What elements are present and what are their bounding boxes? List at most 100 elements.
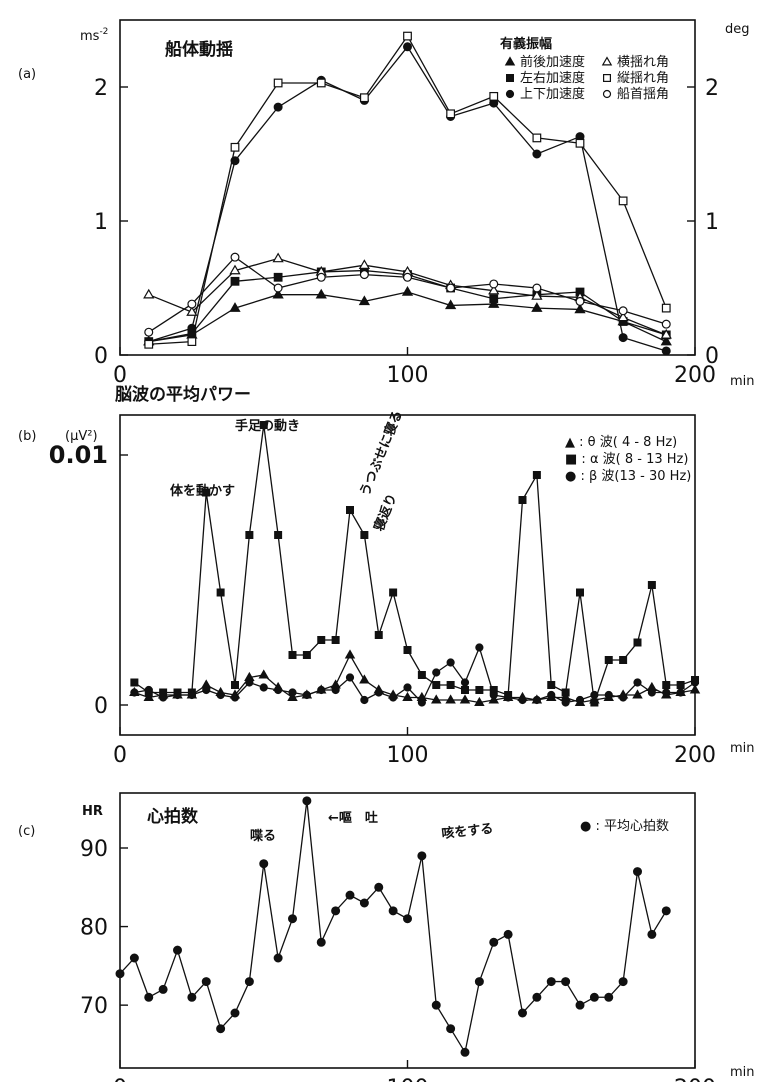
panel-b-ticks: 0 100 200 0 0.01 [49, 441, 716, 768]
data-point [676, 680, 685, 689]
data-point [345, 890, 355, 900]
data-point [461, 685, 470, 694]
annotation-coughing: 咳をする [441, 821, 494, 842]
x-tick-label: 200 [674, 743, 716, 768]
data-point [302, 796, 312, 806]
x-tick-label: 200 [674, 363, 716, 388]
data-point [475, 643, 484, 652]
data-point [489, 279, 499, 289]
legend-a-r1c2: 横揺れ角 [617, 55, 669, 70]
legend-b-r3: ● : β 波(13 - 30 Hz) [565, 469, 691, 484]
y-tick-label: 70 [80, 994, 108, 1019]
legend-b-r2: ■ : α 波( 8 - 13 Hz) [565, 452, 688, 467]
data-point [230, 276, 240, 286]
data-point [459, 694, 471, 704]
data-point [532, 133, 542, 143]
data-point [518, 496, 527, 505]
data-point [417, 851, 427, 861]
panel-a-label: (a) [18, 67, 36, 82]
data-point [632, 689, 643, 699]
data-point [445, 694, 456, 704]
data-point [575, 138, 585, 148]
data-point [273, 272, 283, 282]
data-point [460, 678, 470, 687]
panel-c-label: (c) [18, 824, 35, 839]
data-point [488, 284, 500, 295]
data-point [230, 142, 240, 152]
data-point [143, 288, 155, 299]
data-point [518, 695, 527, 705]
data-point [488, 694, 499, 704]
data-point [575, 296, 585, 306]
legend-marker [506, 73, 515, 82]
legend-a-r1c1: 前後加速度 [520, 54, 585, 70]
legend-marker [505, 89, 515, 99]
data-point [531, 290, 543, 300]
data-point [432, 668, 441, 677]
x-tick-label: 0 [113, 743, 127, 768]
series-line [134, 653, 696, 704]
data-point [561, 688, 570, 697]
data-point [676, 688, 685, 697]
panel-a-legend: 有義振幅 前後加速度 横揺れ角 左右加速度 縦揺れ角 上下加速度 船首揺角 [500, 36, 669, 102]
annotation-vomiting: ←嘔 吐 [328, 810, 378, 826]
annotation-talking: 喋る [250, 828, 276, 844]
data-point [245, 678, 254, 687]
panel-c-xlabel: min [730, 1065, 755, 1080]
legend-a-r3c2: 船首揺角 [617, 87, 669, 102]
data-point [274, 685, 283, 695]
series-line [134, 645, 696, 704]
data-point [129, 953, 139, 963]
data-point [187, 299, 197, 309]
data-point [287, 691, 298, 701]
y-tick-label: 0.01 [49, 441, 108, 469]
data-point [401, 286, 414, 296]
data-point [403, 272, 413, 282]
data-point [259, 421, 268, 430]
data-point [302, 650, 311, 659]
x-tick-label: 100 [387, 363, 429, 388]
annotation-body-movement: 体を動かす [170, 483, 235, 499]
data-point [173, 690, 182, 700]
data-point [403, 31, 412, 41]
data-point [647, 580, 656, 589]
data-point [489, 294, 499, 304]
panel-b: 0 100 200 0 0.01 脳波の平均パワー (μV²) min 手足の動き 体を… [49, 384, 755, 768]
data-point [619, 693, 628, 702]
data-point [661, 319, 671, 329]
x-tick-label: 0 [113, 1076, 127, 1082]
data-point [288, 688, 297, 697]
legend-a-r2c1: 左右加速度 [520, 70, 585, 86]
y-tick-label: 2 [94, 76, 108, 101]
data-point [230, 1008, 240, 1018]
legend-marker [602, 73, 611, 82]
data-point [316, 78, 326, 88]
legend-marker [602, 89, 612, 99]
data-point [231, 680, 240, 689]
annotation-limb-movement: 手足の動き [235, 418, 300, 434]
y-tick-label: 80 [80, 916, 108, 941]
legend-b-r1: ▲ : θ 波( 4 - 8 Hz) [565, 435, 677, 450]
data-point [531, 302, 543, 312]
data-point [202, 685, 211, 695]
legend-a-r3c1: 上下加速度 [520, 86, 585, 102]
data-point [130, 678, 139, 687]
data-point [432, 680, 441, 689]
series-line [148, 45, 667, 352]
data-point [489, 690, 498, 700]
data-point [144, 685, 153, 695]
data-point [158, 984, 168, 994]
y-right-tick-label: 1 [705, 210, 719, 235]
data-point [403, 42, 413, 52]
data-point [229, 302, 241, 312]
panel-a-ylabel-right: deg [725, 22, 750, 37]
annotation-turn-over: 寝返り [371, 491, 400, 533]
data-point [660, 335, 672, 346]
panel-b-xlabel: min [730, 741, 755, 756]
data-point [532, 992, 542, 1002]
legend-marker [504, 56, 516, 66]
data-point [504, 693, 513, 702]
data-point [590, 690, 599, 700]
